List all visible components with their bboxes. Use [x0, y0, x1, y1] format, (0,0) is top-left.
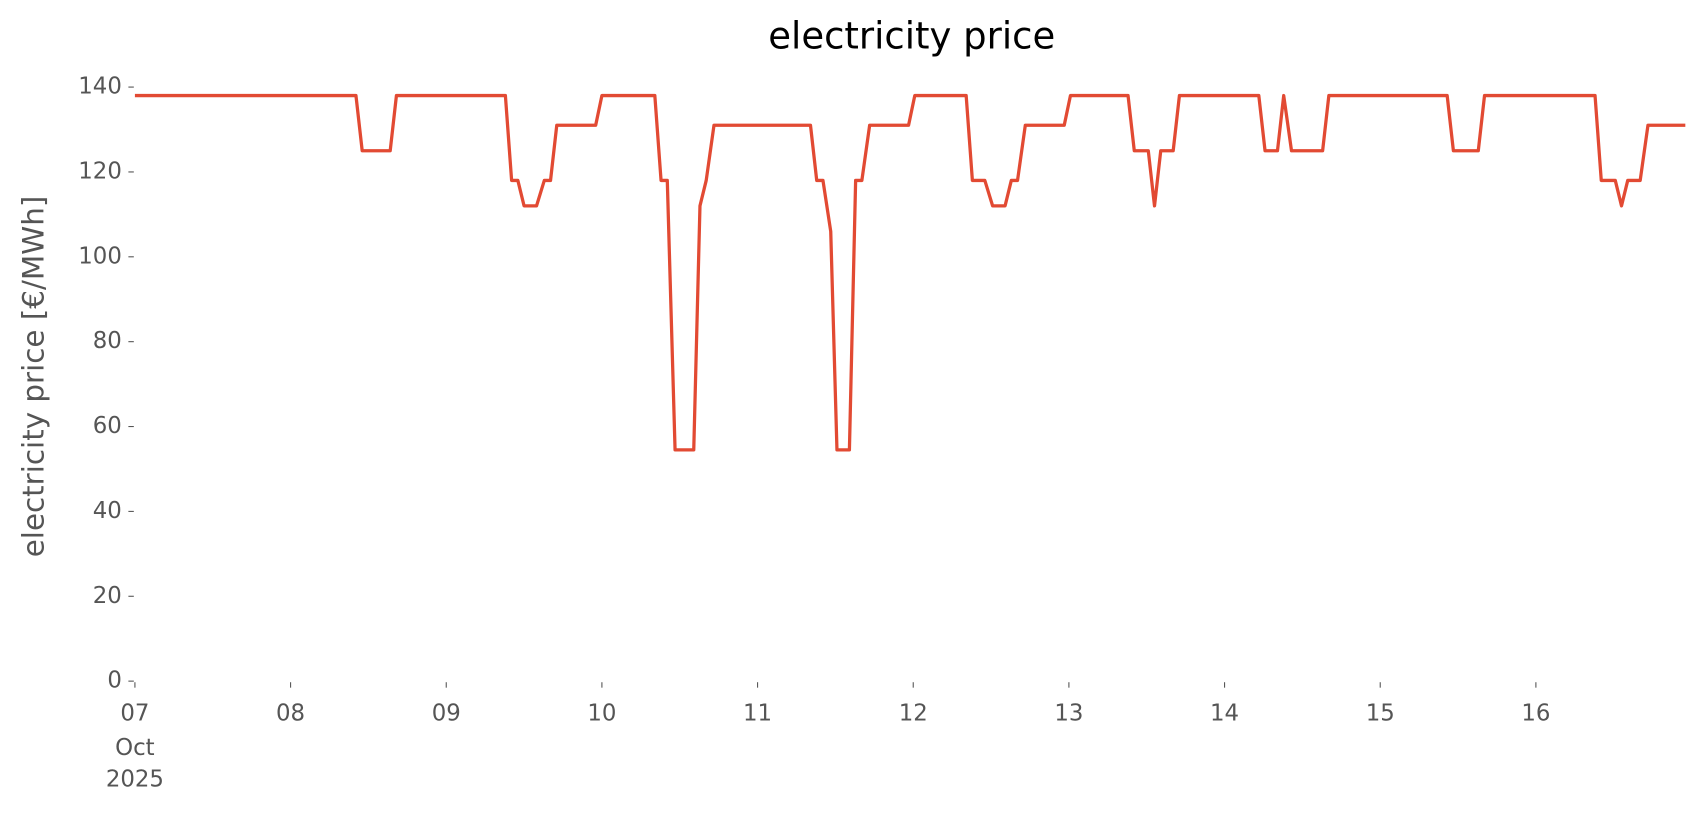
x-tick-label: 11	[743, 700, 772, 726]
x-tick-label: 12	[899, 700, 928, 726]
y-tick-label: 120	[78, 158, 122, 184]
y-tick-label: 20	[93, 583, 122, 609]
x-tick-year: 2025	[106, 767, 164, 793]
price-line	[134, 93, 1686, 452]
y-tick-label: 140	[78, 74, 122, 100]
chart-title: electricity price	[768, 15, 1055, 58]
x-tick-label: 09	[432, 700, 461, 726]
y-tick-label: 100	[78, 243, 122, 269]
x-tick-label: 10	[587, 700, 616, 726]
x-tick-label: 15	[1366, 700, 1395, 726]
x-tick-label: 07	[120, 700, 149, 726]
y-tick-label: 0	[107, 668, 122, 694]
y-tick-label: 60	[93, 413, 122, 439]
x-tick-label: 14	[1210, 700, 1239, 726]
x-tick-label: 13	[1054, 700, 1083, 726]
x-tick-label: 08	[276, 700, 305, 726]
y-axis-label: electricity price [€/MWh]	[16, 196, 50, 558]
y-tick-label: 40	[93, 498, 122, 524]
x-tick-month: Oct	[115, 735, 155, 761]
y-tick-label: 80	[93, 328, 122, 354]
x-tick-label: 16	[1521, 700, 1550, 726]
